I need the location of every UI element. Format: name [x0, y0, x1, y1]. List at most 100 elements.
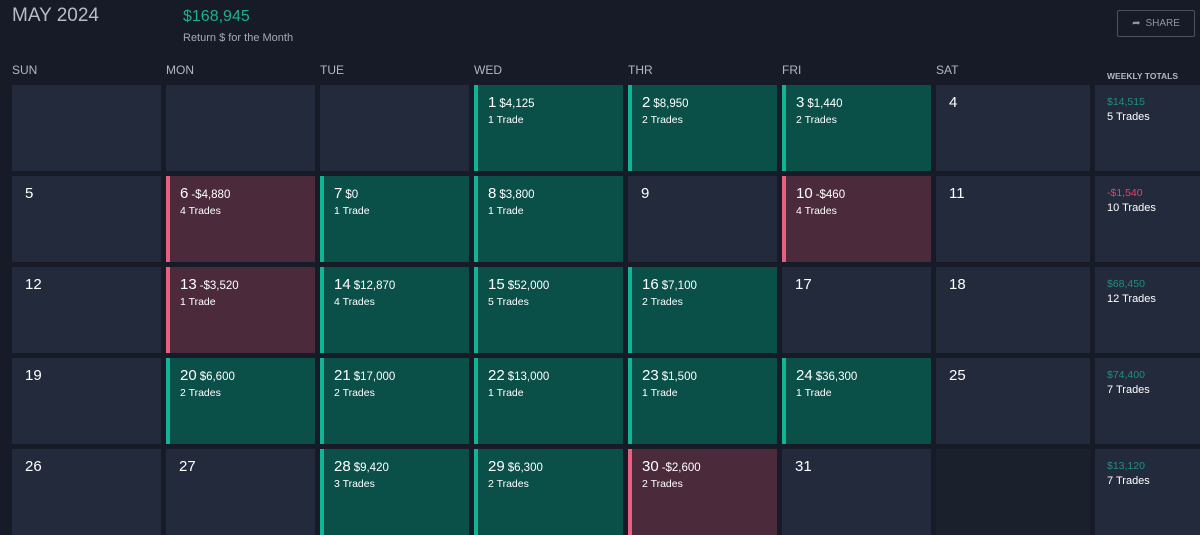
day-number: 12 [25, 276, 42, 293]
day-number: 27 [179, 458, 196, 475]
day-trades: 1 Trade [488, 205, 524, 217]
day-cell[interactable]: 25 [936, 358, 1090, 444]
day-number: 10 [796, 185, 813, 202]
day-cell[interactable]: 24 $36,300 1 Trade [782, 358, 931, 444]
day-cell[interactable]: 16 $7,100 2 Trades [628, 267, 777, 353]
month-title: MAY 2024 [12, 5, 99, 26]
day-trades: 2 Trades [334, 387, 375, 399]
day-cell[interactable]: 3 $1,440 2 Trades [782, 85, 931, 171]
day-pnl: -$4,880 [191, 189, 231, 201]
weekly-pnl: -$1,540 [1107, 187, 1143, 199]
day-trades: 1 Trade [796, 387, 832, 399]
day-cell[interactable]: 8 $3,800 1 Trade [474, 176, 623, 262]
day-trades: 1 Trade [334, 205, 370, 217]
day-cell[interactable]: 22 $13,000 1 Trade [474, 358, 623, 444]
day-number: 31 [795, 458, 812, 475]
day-number: 30 [642, 458, 659, 475]
day-cell[interactable]: 21 $17,000 2 Trades [320, 358, 469, 444]
share-label: SHARE [1145, 18, 1180, 29]
day-cell[interactable]: 30 -$2,600 2 Trades [628, 449, 777, 535]
day-pnl: $52,000 [507, 280, 550, 292]
day-cell[interactable]: 10 -$460 4 Trades [782, 176, 931, 262]
day-pnl: $12,870 [353, 280, 396, 292]
empty-cell [320, 85, 469, 171]
day-pnl: $4,125 [499, 98, 535, 110]
day-cell[interactable]: 28 $9,420 3 Trades [320, 449, 469, 535]
day-number: 8 [488, 185, 497, 202]
day-cell[interactable]: 26 [12, 449, 161, 535]
day-cell[interactable]: 23 $1,500 1 Trade [628, 358, 777, 444]
day-trades: 5 Trades [488, 296, 529, 308]
weekly-trades: 7 Trades [1107, 475, 1150, 487]
day-number: 26 [25, 458, 42, 475]
day-trades: 2 Trades [642, 478, 683, 490]
day-cell[interactable]: 27 [166, 449, 315, 535]
day-cell[interactable]: 15 $52,000 5 Trades [474, 267, 623, 353]
day-pnl: $1,500 [661, 371, 697, 383]
share-button[interactable]: ➦ SHARE [1117, 10, 1195, 37]
day-number: 9 [641, 185, 650, 202]
day-cell[interactable]: 12 [12, 267, 161, 353]
day-pnl: -$460 [815, 189, 846, 201]
day-cell[interactable]: 6 -$4,880 4 Trades [166, 176, 315, 262]
day-cell[interactable]: 9 [628, 176, 777, 262]
day-number: 25 [949, 367, 966, 384]
day-number: 4 [949, 94, 958, 111]
day-pnl: $36,300 [815, 371, 858, 383]
day-cell[interactable]: 17 [782, 267, 931, 353]
day-number: 6 [180, 185, 189, 202]
day-cell[interactable]: 29 $6,300 2 Trades [474, 449, 623, 535]
day-pnl: $13,000 [507, 371, 550, 383]
day-cell[interactable]: 7 $0 1 Trade [320, 176, 469, 262]
month-return: $168,945 [183, 8, 250, 25]
weekday-header: WED [474, 63, 502, 77]
weekday-header: SAT [936, 63, 959, 77]
weekday-header: TUE [320, 63, 344, 77]
day-cell[interactable]: 20 $6,600 2 Trades [166, 358, 315, 444]
day-cell[interactable]: 31 [782, 449, 931, 535]
day-number: 7 [334, 185, 343, 202]
day-cell[interactable]: 4 [936, 85, 1090, 171]
empty-cell [936, 449, 1090, 535]
day-trades: 1 Trade [488, 387, 524, 399]
day-pnl: $6,600 [199, 371, 235, 383]
day-trades: 1 Trade [488, 114, 524, 126]
day-number: 28 [334, 458, 351, 475]
day-number: 5 [25, 185, 34, 202]
day-cell[interactable]: 14 $12,870 4 Trades [320, 267, 469, 353]
day-cell[interactable]: 19 [12, 358, 161, 444]
day-cell[interactable]: 1 $4,125 1 Trade [474, 85, 623, 171]
day-cell[interactable]: 13 -$3,520 1 Trade [166, 267, 315, 353]
month-return-label: Return $ for the Month [183, 32, 294, 44]
day-pnl: $9,420 [353, 462, 389, 474]
weekly-trades: 7 Trades [1107, 384, 1150, 396]
day-trades: 2 Trades [796, 114, 837, 126]
weekly-total: $68,450 12 Trades [1095, 267, 1200, 353]
day-number: 24 [796, 367, 813, 384]
day-pnl: -$3,520 [199, 280, 239, 292]
day-number: 14 [334, 276, 351, 293]
weekly-total: -$1,540 10 Trades [1095, 176, 1200, 262]
day-cell[interactable]: 11 [936, 176, 1090, 262]
weekday-header: MON [166, 63, 194, 77]
day-number: 29 [488, 458, 505, 475]
day-number: 3 [796, 94, 805, 111]
weekly-trades: 5 Trades [1107, 111, 1150, 123]
day-cell[interactable]: 5 [12, 176, 161, 262]
day-trades: 3 Trades [334, 478, 375, 490]
day-number: 22 [488, 367, 505, 384]
weekly-total: $14,515 5 Trades [1095, 85, 1200, 171]
day-number: 13 [180, 276, 197, 293]
day-pnl: -$2,600 [661, 462, 701, 474]
empty-cell [166, 85, 315, 171]
share-icon: ➦ [1132, 18, 1141, 29]
weekday-header: THR [628, 63, 653, 77]
day-number: 23 [642, 367, 659, 384]
day-pnl: $7,100 [661, 280, 697, 292]
day-pnl: $8,950 [653, 98, 689, 110]
day-number: 16 [642, 276, 659, 293]
day-number: 20 [180, 367, 197, 384]
day-cell[interactable]: 18 [936, 267, 1090, 353]
day-cell[interactable]: 2 $8,950 2 Trades [628, 85, 777, 171]
day-trades: 1 Trade [180, 296, 216, 308]
